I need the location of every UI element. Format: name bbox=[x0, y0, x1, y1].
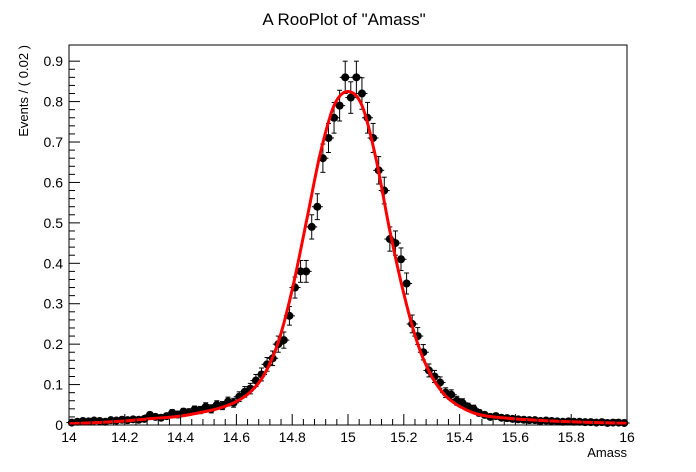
data-point bbox=[334, 89, 346, 122]
y-tick-label: 0.7 bbox=[44, 134, 64, 150]
data-marker bbox=[447, 390, 456, 399]
data-point bbox=[306, 214, 318, 240]
x-tick-label: 14.8 bbox=[279, 429, 306, 445]
x-tick-label: 16 bbox=[619, 429, 635, 445]
data-marker bbox=[307, 222, 316, 231]
fit-curve bbox=[68, 90, 628, 426]
x-tick-label: 15.2 bbox=[390, 429, 417, 445]
data-marker bbox=[313, 202, 322, 211]
x-tick-label: 14 bbox=[61, 429, 77, 445]
data-point bbox=[401, 272, 413, 295]
x-tick-label: 15 bbox=[340, 429, 356, 445]
y-tick-label: 0.9 bbox=[44, 53, 64, 69]
data-point bbox=[345, 81, 357, 114]
y-tick-label: 0.3 bbox=[44, 296, 64, 312]
data-point bbox=[339, 60, 351, 95]
data-point bbox=[445, 389, 457, 401]
x-tick-label: 14.4 bbox=[167, 429, 194, 445]
y-tick-label: 0.6 bbox=[44, 174, 64, 190]
y-tick-label: 0.2 bbox=[44, 336, 64, 352]
data-marker bbox=[279, 336, 288, 345]
y-tick-label: 0.5 bbox=[44, 215, 64, 231]
x-tick-label: 15.8 bbox=[558, 429, 585, 445]
x-axis-label: Amass bbox=[587, 445, 627, 460]
x-tick-label: 15.6 bbox=[502, 429, 529, 445]
y-tick-label: 0.8 bbox=[44, 94, 64, 110]
plot-frame bbox=[68, 44, 628, 426]
data-point bbox=[295, 259, 307, 283]
data-point bbox=[311, 193, 323, 221]
y-tick-label: 0 bbox=[55, 417, 63, 433]
data-marker bbox=[330, 113, 339, 122]
data-point bbox=[300, 259, 312, 283]
data-marker bbox=[397, 255, 406, 264]
y-tick-label: 0.1 bbox=[44, 377, 64, 393]
y-tick-label: 0.4 bbox=[44, 255, 64, 271]
data-marker bbox=[302, 267, 311, 276]
data-marker bbox=[352, 73, 361, 82]
data-marker bbox=[296, 267, 305, 276]
plot-area bbox=[66, 60, 630, 427]
axes: 14 14.2 14.4 14.6 14.8 15 15.2 15.4 15.6 15.8 16 0 0… bbox=[44, 53, 635, 445]
y-axis-label: Events / ( 0.02 ) bbox=[16, 45, 31, 137]
x-tick-label: 15.4 bbox=[446, 429, 473, 445]
chart-title: A RooPlot of "Amass" bbox=[262, 10, 425, 29]
data-marker bbox=[357, 89, 366, 98]
data-marker bbox=[346, 93, 355, 102]
x-tick-label: 14.6 bbox=[223, 429, 250, 445]
data-marker bbox=[324, 133, 333, 142]
data-marker bbox=[335, 101, 344, 110]
data-marker bbox=[341, 73, 350, 82]
data-marker bbox=[402, 279, 411, 288]
x-tick-label: 14.2 bbox=[111, 429, 138, 445]
data-point bbox=[278, 331, 290, 349]
data-marker bbox=[458, 398, 467, 407]
